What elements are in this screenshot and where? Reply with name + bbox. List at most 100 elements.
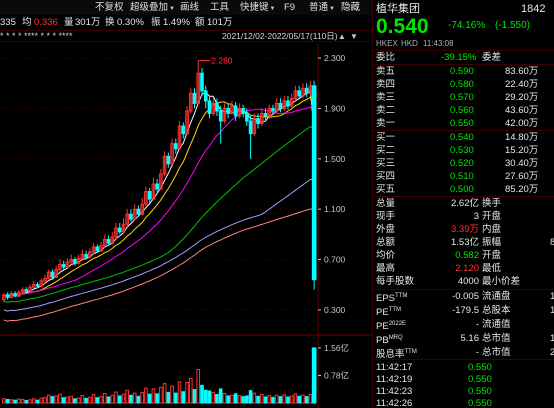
financial-label: 股息率TTM — [376, 346, 417, 361]
stat-label: 现手 — [376, 211, 396, 222]
bid-price: 0.520 — [450, 158, 474, 169]
candle-body — [230, 105, 234, 114]
financial-label: 流通值 — [482, 319, 511, 330]
volume-bar — [159, 386, 163, 404]
toolbar-no-adjust-button[interactable]: 不复权 — [95, 2, 124, 13]
volume-bar — [256, 395, 260, 404]
toolbar-f9-button[interactable]: F9 — [284, 2, 296, 13]
candle-body — [50, 271, 55, 278]
volume-bar — [114, 391, 118, 404]
toolbar-shortcut-button[interactable]: 快捷键▼ — [240, 2, 276, 13]
volume-bar — [43, 396, 47, 404]
toolbar-overlay-button[interactable]: 超级叠加▼ — [130, 2, 175, 13]
volume-bar — [308, 394, 313, 404]
divider — [373, 196, 554, 197]
stat-label: 外盘 — [376, 224, 396, 235]
toolbar-tools-button[interactable]: 工具 — [210, 2, 230, 13]
date-range-label[interactable]: 2021/12/02-2022/05/17(110日) — [222, 31, 338, 41]
candle-body — [24, 289, 29, 292]
bid-price: 0.540 — [450, 132, 474, 143]
candle-body — [159, 173, 163, 190]
volume-bar — [185, 382, 189, 404]
volume-bar — [140, 391, 144, 404]
stat-label: 内盘 — [482, 224, 502, 235]
volume-bar — [110, 394, 115, 404]
candle-body — [84, 253, 88, 258]
volume-bar — [241, 396, 245, 404]
toolbar-draw-line-button[interactable]: 画线 — [180, 2, 200, 13]
ask-label: 卖四 — [376, 79, 396, 90]
candle-body — [311, 85, 317, 281]
candle-body — [308, 85, 313, 94]
amplitude-value: 1.49% — [163, 17, 190, 28]
price-tick-label: 0.300 — [324, 305, 346, 315]
volume-bar — [31, 398, 36, 404]
chart-grid — [0, 43, 372, 408]
stat-label: 每手股数 — [376, 276, 415, 287]
candle-body — [237, 107, 242, 117]
tick-price: 0.550 — [468, 374, 492, 385]
financial-label: EPSTTM — [376, 290, 408, 304]
candle-body — [278, 102, 283, 109]
kline-chart[interactable]: 2.300 1.900 1.500 1.100 0.700 0.300 1.56亿 0.78… — [0, 43, 372, 408]
volume-bar — [106, 396, 111, 404]
volume-bar — [88, 396, 92, 404]
tick-time: 11:42:23 — [376, 386, 413, 397]
stat-label: 最低 — [482, 263, 502, 274]
financial-label-text: 股息率 — [376, 349, 405, 361]
stat-label: 振幅 — [482, 237, 502, 248]
divider — [373, 289, 554, 290]
candle-body — [2, 294, 6, 301]
max-price-marker: 2.280 — [198, 56, 233, 66]
ma120-line — [3, 179, 315, 312]
volume-bar — [207, 390, 212, 404]
ask-price: 0.570 — [450, 92, 474, 103]
candle-body — [248, 120, 253, 135]
volume-bar — [13, 399, 17, 404]
ask-label: 卖二 — [376, 105, 396, 116]
ma10-line — [3, 96, 315, 297]
candle-body — [140, 203, 144, 215]
stat-value: 2.62亿 — [451, 198, 479, 209]
volume-bar — [267, 395, 272, 404]
divider — [373, 359, 554, 360]
volume-bar — [17, 398, 21, 404]
scroll-down-icon[interactable]: ▼ — [350, 32, 358, 41]
moving-average-lines — [3, 89, 315, 322]
candle-body — [174, 143, 178, 150]
candle-body — [267, 107, 272, 117]
bid-volume: 85.20万 — [505, 184, 539, 195]
price-tick-label: 0.700 — [324, 255, 346, 265]
divider — [373, 130, 554, 131]
volume-bar — [278, 396, 283, 404]
volume-bar — [192, 389, 197, 404]
volume-bar — [28, 399, 32, 404]
ask-price: 0.560 — [450, 105, 474, 116]
scroll-up-icon[interactable]: ▲ — [338, 32, 346, 41]
financial-label-tag: TTM — [395, 293, 408, 299]
volume-bar — [61, 397, 66, 404]
toolbar-hide-button[interactable]: 隐藏 — [341, 2, 361, 13]
candle-body — [215, 102, 219, 112]
candle-body — [211, 102, 216, 114]
volume-bar — [211, 391, 216, 404]
candle-body — [226, 107, 230, 114]
toolbar-normal-button[interactable]: 普通▼ — [309, 2, 335, 13]
volume-bar — [155, 393, 159, 404]
stat-value: 3 — [473, 211, 479, 222]
volume-bar — [84, 397, 88, 404]
tick-time: 11:42:26 — [376, 398, 413, 408]
ask-label: 卖五 — [376, 66, 396, 77]
volume-bar — [39, 397, 44, 404]
financial-label: PETTM — [376, 304, 401, 318]
bid-volume: 14.80万 — [505, 132, 539, 143]
market-tag: HKEX — [376, 39, 398, 48]
ma250-line — [3, 208, 315, 322]
candle-body — [181, 125, 186, 135]
volume-bar — [69, 395, 73, 404]
stat-label: 均价 — [376, 250, 396, 261]
volume-bar — [233, 393, 238, 404]
amount-label: 额 — [195, 17, 205, 28]
candle-body — [80, 253, 85, 259]
candle-body — [147, 191, 152, 200]
